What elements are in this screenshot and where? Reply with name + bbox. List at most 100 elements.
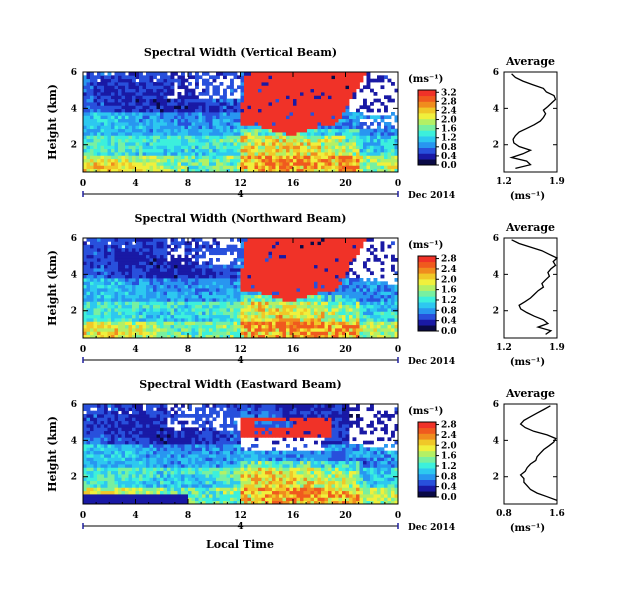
heatmap-cell <box>237 321 241 326</box>
average-y-tick-label: 6 <box>493 68 499 78</box>
heatmap-cell <box>156 301 161 306</box>
heatmap-cell <box>97 244 101 249</box>
heatmap-cell <box>118 308 122 312</box>
heatmap-cell <box>377 321 381 326</box>
heatmap-cell <box>321 254 325 259</box>
heatmap-cell <box>300 324 304 329</box>
heatmap-cell <box>188 281 192 286</box>
heatmap-cell <box>300 105 304 110</box>
heatmap-cell <box>125 78 129 83</box>
heatmap-cell <box>195 162 199 166</box>
heatmap-cell <box>111 115 115 120</box>
heatmap-cell <box>146 274 150 279</box>
heatmap-cell <box>212 118 217 123</box>
heatmap-cell <box>223 291 227 296</box>
heatmap-cell <box>184 328 189 332</box>
heatmap-cell <box>114 145 119 150</box>
heatmap-cell <box>160 291 164 296</box>
heatmap-cell <box>370 108 374 113</box>
heatmap-cell <box>104 274 108 279</box>
heatmap-cell <box>394 165 399 170</box>
heatmap-cell <box>97 95 101 100</box>
heatmap-cell <box>184 278 189 282</box>
heatmap-cell <box>394 118 399 123</box>
heatmap-cell <box>387 148 392 153</box>
heatmap-cell <box>254 122 259 126</box>
heatmap-cell <box>237 135 241 140</box>
heatmap-cell <box>384 152 388 156</box>
heatmap-cell <box>338 318 343 322</box>
heatmap-cell <box>233 148 238 153</box>
heatmap-cell <box>142 281 147 286</box>
heatmap-cell <box>338 72 343 76</box>
heatmap-cell <box>135 165 140 170</box>
heatmap-cell <box>97 314 101 319</box>
heatmap-cell <box>160 88 164 93</box>
heatmap-cell <box>167 78 171 83</box>
heatmap-cell <box>254 138 259 143</box>
heatmap-cell <box>139 158 143 163</box>
heatmap-cell <box>317 165 322 170</box>
heatmap-cell <box>335 278 339 282</box>
heatmap-cell <box>328 72 332 76</box>
heatmap-cell <box>279 274 283 279</box>
heatmap-cell <box>100 105 105 110</box>
heatmap-cell <box>226 308 231 312</box>
heatmap-cell <box>195 304 199 309</box>
heatmap-cell <box>188 165 192 170</box>
heatmap-cell <box>177 331 182 336</box>
heatmap-cell <box>219 102 224 106</box>
heatmap-cell <box>387 135 392 140</box>
heatmap-cell <box>93 92 98 96</box>
heatmap-cell <box>328 281 332 286</box>
heatmap-cell <box>370 88 374 93</box>
heatmap-cell <box>387 158 392 163</box>
heatmap-cell <box>380 132 385 136</box>
heatmap-cell <box>205 115 210 120</box>
heatmap-cell <box>366 85 371 90</box>
heatmap-cell <box>135 85 140 90</box>
heatmap-cell <box>125 95 129 100</box>
heatmap-cell <box>86 258 91 262</box>
heatmap-cell <box>345 162 350 166</box>
heatmap-cell <box>153 162 157 166</box>
heatmap-cell <box>212 138 217 143</box>
heatmap-cell <box>132 281 136 286</box>
heatmap-cell <box>261 92 266 96</box>
heatmap-cell <box>300 132 304 136</box>
heatmap-cell <box>149 268 154 272</box>
heatmap-cell <box>317 324 322 329</box>
heatmap-cell <box>338 142 343 146</box>
heatmap-cell <box>352 85 357 90</box>
heatmap-cell <box>223 165 227 170</box>
heatmap-cell <box>254 92 259 96</box>
heatmap-cell <box>247 334 252 339</box>
heatmap-cell <box>90 284 94 289</box>
heatmap-cell <box>153 72 157 76</box>
heatmap-cell <box>352 115 357 120</box>
heatmap-cell <box>275 334 280 339</box>
heatmap-cell <box>247 122 252 126</box>
heatmap-cell <box>307 238 311 242</box>
heatmap-cell <box>338 138 343 143</box>
heatmap-cell <box>380 148 385 153</box>
heatmap-cell <box>83 165 87 170</box>
heatmap-cell <box>170 138 175 143</box>
heatmap-cell <box>156 102 161 106</box>
heatmap-cell <box>352 284 357 289</box>
heatmap-cell <box>149 238 154 242</box>
heatmap-cell <box>363 334 367 339</box>
heatmap-cell <box>366 318 371 322</box>
heatmap-cell <box>93 244 98 249</box>
heatmap-cell <box>97 102 101 106</box>
heatmap-cell <box>282 148 287 153</box>
heatmap-cell <box>149 95 154 100</box>
heatmap-cell <box>195 248 199 252</box>
heatmap-cell <box>121 238 126 242</box>
heatmap-cell <box>209 145 213 150</box>
heatmap-cell <box>244 311 248 316</box>
heatmap-cell <box>223 72 227 76</box>
heatmap-cell <box>324 238 329 242</box>
heatmap-cell <box>181 241 185 246</box>
heatmap-cell <box>170 132 175 136</box>
